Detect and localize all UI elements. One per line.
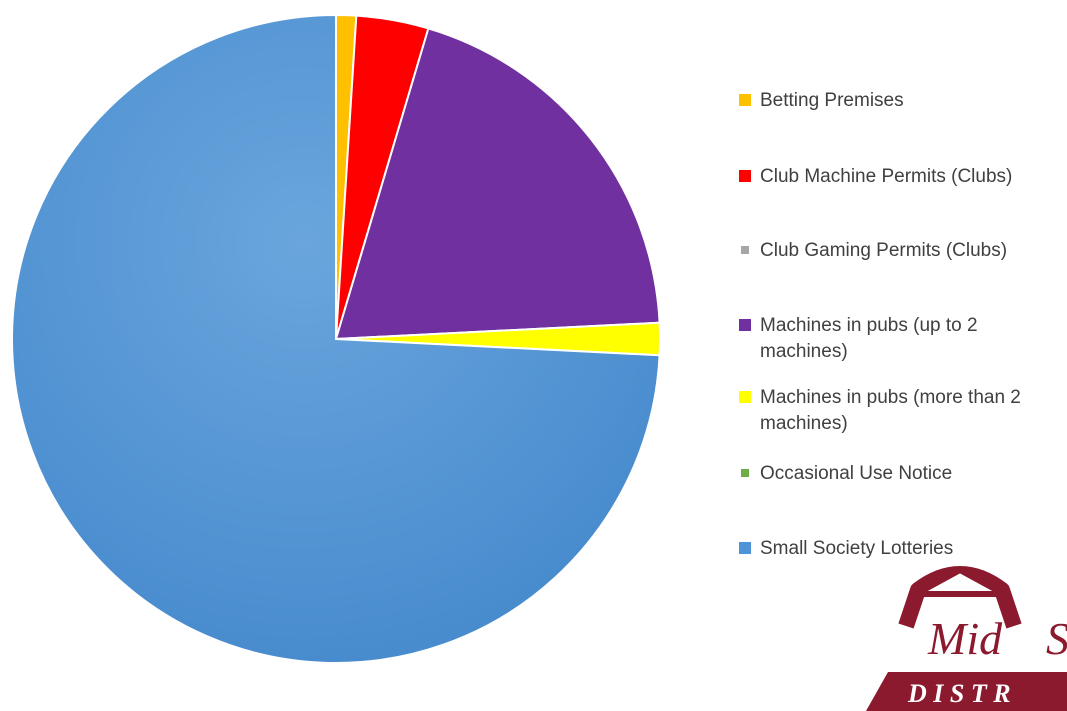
legend-swatch-occasional-use-notice — [741, 469, 749, 477]
legend-swatch-machines-more-than-2 — [739, 391, 751, 403]
legend-label-club-gaming-permits: Club Gaming Permits (Clubs) — [760, 240, 1008, 261]
legend-swatch-club-machine-permits — [739, 170, 751, 182]
legend-item-machines-up-to-2: Machines in pubs (up to 2 machines) — [739, 313, 1067, 365]
legend-label-machines-more-than-2: Machines in pubs (more than 2 machines) — [760, 387, 1021, 434]
legend-label-club-machine-permits: Club Machine Permits (Clubs) — [760, 166, 1013, 187]
legend-label-machines-up-to-2: Machines in pubs (up to 2 machines) — [760, 315, 978, 362]
logo-text-main: Mid — [927, 613, 1003, 664]
logo-roof — [914, 566, 1006, 597]
legend-item-small-society-lotteries: Small Society Lotteries — [739, 536, 1067, 562]
legend-swatch-betting-premises — [739, 94, 751, 106]
legend-item-betting-premises: Betting Premises — [739, 88, 1067, 114]
pie-slice-small-society-lotteries — [10, 13, 661, 664]
legend-item-occasional-use-notice: Occasional Use Notice — [739, 461, 1067, 487]
legend-swatch-machines-up-to-2 — [739, 319, 751, 331]
pie-chart — [10, 13, 661, 664]
legend-swatch-club-gaming-permits — [741, 246, 749, 254]
legend-item-club-machine-permits: Club Machine Permits (Clubs) — [739, 164, 1067, 190]
legend-item-club-gaming-permits: Club Gaming Permits (Clubs) — [739, 238, 1067, 264]
legend-label-betting-premises: Betting Premises — [760, 90, 904, 111]
logo-text-second: S — [1046, 613, 1067, 664]
legend-label-occasional-use-notice: Occasional Use Notice — [760, 463, 953, 484]
legend-swatch-small-society-lotteries — [739, 542, 751, 554]
council-logo: Mid S D I S T R — [866, 566, 1067, 711]
pie-slice-machines-in-pubs-up-to-2-machines — [334, 27, 661, 341]
legend-item-machines-more-than-2: Machines in pubs (more than 2 machines) — [739, 385, 1067, 437]
legend-label-small-society-lotteries: Small Society Lotteries — [760, 538, 954, 559]
logo-text-bottom: D I S T R — [907, 679, 1011, 708]
logo-banner — [866, 672, 1067, 711]
